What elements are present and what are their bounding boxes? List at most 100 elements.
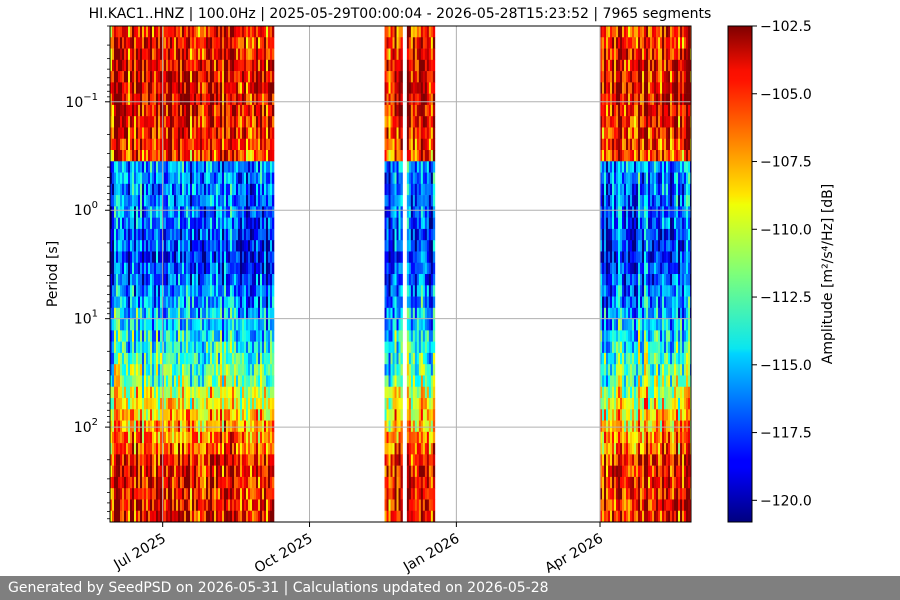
heatmap-cell (120, 251, 123, 264)
heatmap-cell (430, 48, 434, 61)
heatmap-cell (176, 319, 179, 331)
heatmap-cell (198, 138, 201, 151)
heatmap-cell (208, 398, 211, 410)
heatmap-cell (264, 274, 267, 286)
heatmap-cell (188, 195, 191, 207)
heatmap-cell (220, 71, 223, 83)
heatmap-cell (246, 375, 249, 388)
heatmap-cell (260, 274, 263, 286)
heatmap-cell (202, 48, 205, 61)
heatmap-cell (126, 510, 129, 522)
heatmap-cell (194, 82, 197, 94)
heatmap-cell (150, 172, 153, 185)
heatmap-cell (426, 431, 430, 444)
heatmap-cell (384, 262, 387, 275)
heatmap-cell (172, 251, 175, 264)
heatmap-cell (174, 48, 177, 61)
heatmap-cell (394, 138, 397, 151)
heatmap-cell (408, 341, 412, 354)
heatmap-cell (198, 375, 201, 388)
heatmap-cell (398, 104, 401, 117)
heatmap-cell (192, 465, 195, 478)
heatmap-cell (242, 409, 245, 421)
heatmap-cell (600, 420, 603, 433)
heatmap-cell (242, 206, 245, 218)
heatmap-cell (148, 262, 151, 275)
heatmap-cell (384, 341, 387, 354)
heatmap-cell (142, 127, 145, 140)
heatmap-cell (396, 454, 399, 466)
heatmap-cell (260, 150, 263, 162)
heatmap-cell (266, 262, 269, 275)
heatmap-cell (152, 476, 155, 489)
heatmap-cell (188, 82, 191, 94)
heatmap-cell (394, 26, 397, 38)
heatmap-cell (264, 319, 267, 331)
heatmap-cell (110, 375, 113, 388)
heatmap-cell (208, 138, 211, 151)
heatmap-cell (256, 274, 259, 286)
heatmap-cell (422, 195, 426, 207)
heatmap-cell (158, 217, 161, 230)
heatmap-cell (218, 172, 221, 185)
heatmap-cell (110, 183, 113, 196)
heatmap-cell (226, 274, 229, 286)
heatmap-cell (150, 465, 153, 478)
heatmap-cell (408, 228, 412, 241)
heatmap-cell (140, 285, 143, 297)
heatmap-cell (194, 319, 197, 331)
heatmap-cell (192, 330, 195, 342)
heatmap-cell (386, 172, 389, 185)
heatmap-cell (200, 443, 203, 455)
heatmap-cell (196, 454, 199, 466)
heatmap-cell (252, 375, 255, 388)
heatmap-cell (210, 420, 213, 433)
heatmap-cell (218, 161, 221, 173)
heatmap-cell (262, 364, 265, 376)
heatmap-cell (188, 285, 191, 297)
heatmap-cell (232, 443, 235, 455)
heatmap-cell (394, 488, 397, 500)
heatmap-cell (126, 26, 129, 38)
heatmap-cell (250, 499, 253, 512)
heatmap-cell (264, 37, 267, 49)
heatmap-cell (208, 443, 211, 455)
heatmap-cell (384, 454, 387, 466)
heatmap-cell (428, 116, 432, 128)
heatmap-cell (196, 398, 199, 410)
heatmap-cell (182, 465, 185, 478)
heatmap-cell (118, 420, 121, 433)
heatmap-cell (224, 217, 227, 230)
heatmap-cell (194, 37, 197, 49)
heatmap-cell (132, 195, 135, 207)
heatmap-cell (224, 48, 227, 61)
heatmap-cell (392, 420, 395, 433)
heatmap-cell (120, 319, 123, 331)
heatmap-cell (254, 307, 257, 320)
heatmap-cell (216, 364, 219, 376)
heatmap-cell (426, 409, 430, 421)
heatmap-cell (138, 488, 141, 500)
heatmap-cell (116, 476, 119, 489)
heatmap-cell (272, 240, 275, 252)
heatmap-cell (236, 161, 239, 173)
heatmap-cell (430, 116, 434, 128)
heatmap-cell (230, 330, 233, 342)
heatmap-cell (118, 104, 121, 117)
heatmap-cell (200, 431, 203, 444)
heatmap-cell (226, 161, 229, 173)
heatmap-cell (258, 476, 261, 489)
heatmap-cell (428, 26, 432, 38)
heatmap-cell (142, 431, 145, 444)
heatmap-cell (614, 206, 617, 218)
heatmap-cell (228, 274, 231, 286)
heatmap-cell (390, 26, 393, 38)
heatmap-cell (400, 510, 403, 522)
heatmap-cell (406, 274, 410, 286)
heatmap-cell (268, 127, 271, 140)
heatmap-cell (408, 352, 412, 365)
heatmap-cell (418, 398, 422, 410)
heatmap-cell (400, 93, 403, 106)
heatmap-cell (146, 104, 149, 117)
heatmap-cell (410, 409, 414, 421)
